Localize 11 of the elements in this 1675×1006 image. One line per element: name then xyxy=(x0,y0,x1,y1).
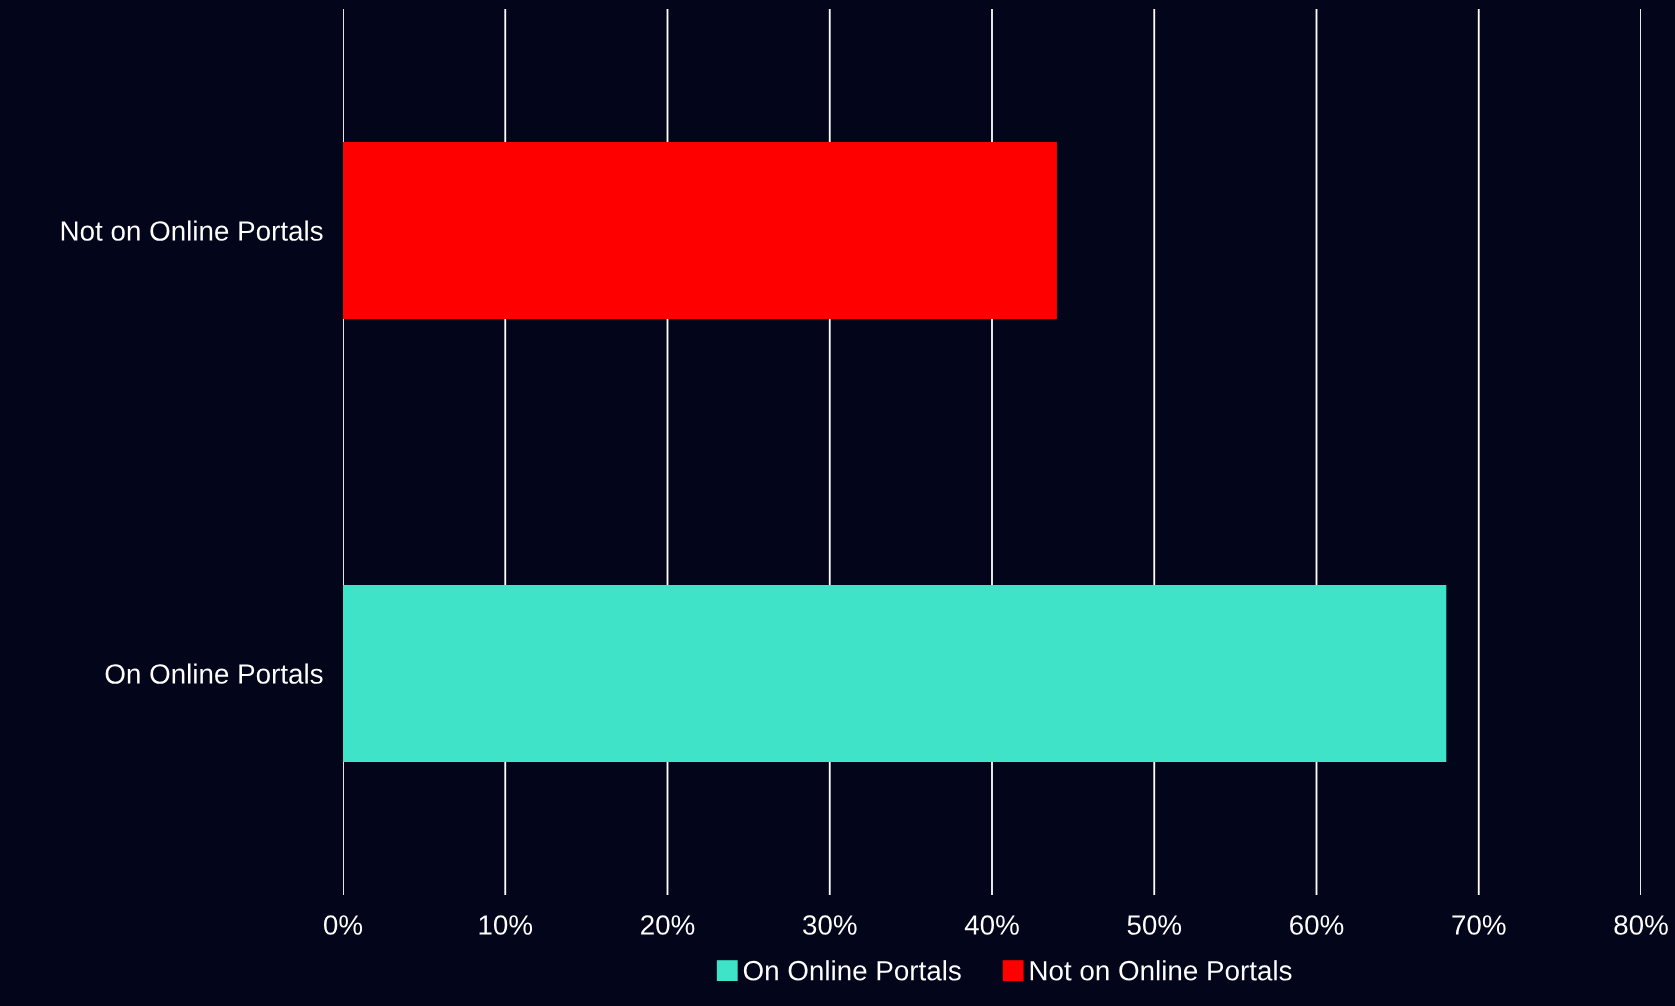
x-tick-label: 10% xyxy=(479,915,533,935)
x-tick-label: 0% xyxy=(324,915,363,935)
legend-label: On Online Portals xyxy=(743,960,961,981)
x-tick-label: 20% xyxy=(641,915,695,935)
x-tick-label: 60% xyxy=(1290,915,1344,935)
x-tick-label: 50% xyxy=(1127,915,1182,935)
x-tick-label: 30% xyxy=(803,915,857,935)
x-tick-label: 40% xyxy=(964,915,1019,935)
x-tick-label: 80% xyxy=(1614,915,1668,935)
legend-label: Not on Online Portals xyxy=(1030,960,1292,981)
x-tick-label: 70% xyxy=(1452,915,1506,935)
